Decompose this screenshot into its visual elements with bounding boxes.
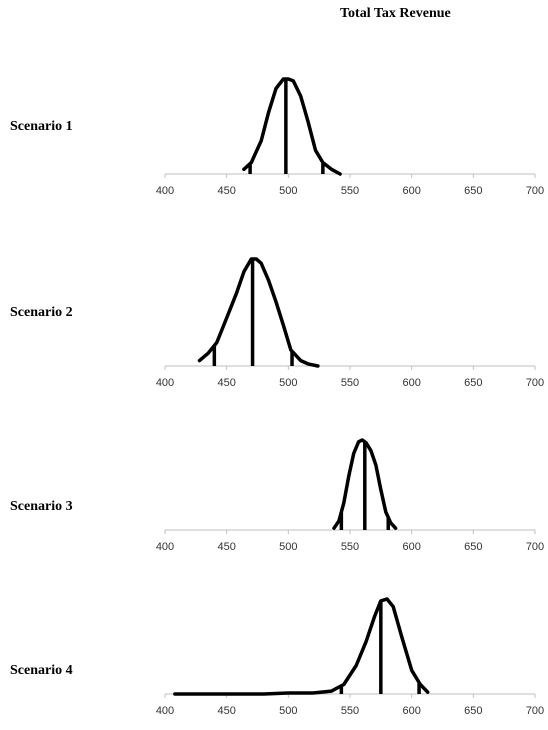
- x-tick-label-3-450: 450: [217, 541, 235, 553]
- x-tick-label-2-500: 500: [279, 377, 297, 389]
- x-tick-label-2-650: 650: [464, 377, 482, 389]
- density-curve-3: [332, 438, 398, 530]
- x-tick-label-1-550: 550: [341, 185, 359, 197]
- density-curve-1: [242, 77, 342, 176]
- x-tick-label-2-600: 600: [402, 377, 420, 389]
- x-tick-label-1-650: 650: [464, 185, 482, 197]
- x-tick-label-1-450: 450: [217, 185, 235, 197]
- x-tick-label-1-600: 600: [402, 185, 420, 197]
- x-tick-label-2-550: 550: [341, 377, 359, 389]
- x-tick-label-1-500: 500: [279, 185, 297, 197]
- x-tick-label-3-400: 400: [156, 541, 174, 553]
- x-tick-label-3-500: 500: [279, 541, 297, 553]
- x-tick-label-1-400: 400: [156, 185, 174, 197]
- scenario-3-label: Scenario 3: [10, 499, 73, 514]
- x-tick-label-4-400: 400: [156, 705, 174, 717]
- x-tick-label-2-450: 450: [217, 377, 235, 389]
- density-curve-4: [173, 597, 430, 696]
- x-tick-label-4-650: 650: [464, 705, 482, 717]
- x-tick-label-1-700: 700: [526, 185, 544, 197]
- chart-title: Total Tax Revenue: [340, 6, 451, 21]
- x-tick-label-4-450: 450: [217, 705, 235, 717]
- x-tick-label-2-400: 400: [156, 377, 174, 389]
- x-tick-label-2-700: 700: [526, 377, 544, 389]
- scenario-4-label: Scenario 4: [10, 663, 73, 678]
- x-tick-label-4-600: 600: [402, 705, 420, 717]
- scenario-1-label: Scenario 1: [10, 119, 73, 134]
- x-tick-label-3-600: 600: [402, 541, 420, 553]
- scenario-2-label: Scenario 2: [10, 305, 73, 320]
- x-tick-label-3-700: 700: [526, 541, 544, 553]
- x-tick-label-4-550: 550: [341, 705, 359, 717]
- x-tick-label-4-700: 700: [526, 705, 544, 717]
- density-curve-2: [197, 257, 320, 368]
- x-tick-label-3-550: 550: [341, 541, 359, 553]
- x-tick-label-4-500: 500: [279, 705, 297, 717]
- x-tick-label-3-650: 650: [464, 541, 482, 553]
